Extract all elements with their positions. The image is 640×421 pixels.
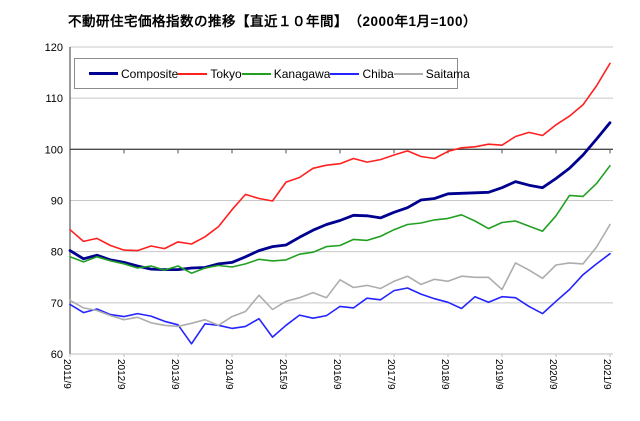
legend-line-swatch	[241, 72, 271, 75]
y-axis-tick-label: 100	[45, 144, 63, 156]
x-axis-tick-label: 2021/9	[601, 359, 612, 390]
chart-title: 不動研住宅価格指数の推移【直近１０年間】 （2000年1月=100）	[68, 14, 477, 29]
legend-item-saitama: Saitama	[393, 66, 470, 81]
y-axis-tick-label: 80	[51, 247, 63, 259]
x-axis-tick-label: 2011/9	[61, 359, 72, 389]
series-line-tokyo	[69, 62, 611, 252]
legend-line-swatch	[89, 72, 118, 75]
x-axis-tick-label: 2015/9	[277, 359, 288, 390]
series-line-composite	[68, 121, 612, 272]
legend-label: Tokyo	[210, 66, 242, 81]
x-axis-tick-label: 2014/9	[223, 359, 234, 390]
series-line-chiba	[69, 252, 611, 345]
legend-item-kanagawa: Kanagawa	[241, 66, 331, 81]
legend-line-swatch	[178, 72, 208, 75]
series-line-kanagawa	[69, 164, 611, 275]
x-axis-tick-label: 2017/9	[385, 359, 396, 390]
legend-item-tokyo: Tokyo	[178, 66, 242, 81]
x-axis-tick-label: 2019/9	[493, 359, 504, 390]
x-axis-tick-label: 2016/9	[331, 359, 342, 390]
x-axis-tick-label: 2018/9	[439, 359, 450, 390]
x-axis-tick-label: 2012/9	[115, 359, 126, 390]
legend-item-chiba: Chiba	[330, 66, 394, 81]
legend-label: Composite	[121, 66, 179, 81]
y-axis-tick-label: 90	[51, 196, 63, 208]
y-axis-tick-label: 110	[45, 93, 63, 105]
series-line-saitama	[69, 223, 611, 328]
y-axis-tick-label: 70	[51, 298, 63, 310]
legend-item-composite: Composite	[89, 67, 178, 81]
legend-line-swatch	[330, 72, 360, 75]
chart-legend: Composite Tokyo Kanagawa Chiba Saitama	[74, 58, 470, 89]
y-axis-tick-label: 120	[45, 42, 63, 54]
x-axis-tick-label: 2013/9	[169, 359, 180, 390]
x-axis-tick-label: 2020/9	[547, 359, 558, 390]
legend-label: Kanagawa	[273, 66, 331, 81]
y-axis-tick-label: 60	[51, 349, 63, 361]
legend-line-swatch	[393, 72, 423, 75]
legend-label: Chiba	[362, 66, 394, 81]
legend-label: Saitama	[425, 66, 470, 81]
